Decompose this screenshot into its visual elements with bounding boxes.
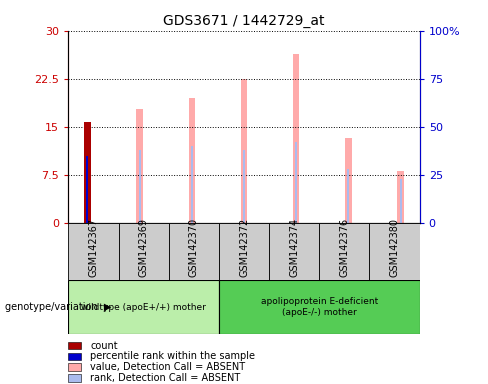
Bar	[295, 142, 297, 223]
Bar	[68, 223, 119, 280]
Text: value, Detection Call = ABSENT: value, Detection Call = ABSENT	[90, 362, 245, 372]
Bar	[169, 223, 219, 280]
Text: GSM142376: GSM142376	[339, 218, 349, 277]
Bar	[243, 150, 245, 223]
Bar	[369, 223, 420, 280]
Bar	[397, 171, 404, 223]
Text: GSM142367: GSM142367	[88, 218, 99, 277]
Text: apolipoprotein E-deficient
(apoE-/-) mother: apolipoprotein E-deficient (apoE-/-) mot…	[261, 298, 378, 317]
Bar	[191, 146, 193, 223]
Bar	[84, 122, 91, 223]
Bar	[189, 98, 195, 223]
Title: GDS3671 / 1442729_at: GDS3671 / 1442729_at	[163, 14, 325, 28]
Text: GSM142369: GSM142369	[139, 218, 149, 277]
Text: GSM142374: GSM142374	[289, 218, 299, 277]
Bar	[68, 280, 219, 334]
Text: GSM142372: GSM142372	[239, 218, 249, 277]
Text: genotype/variation  ▶: genotype/variation ▶	[5, 302, 111, 312]
Bar	[269, 223, 319, 280]
Text: wildtype (apoE+/+) mother: wildtype (apoE+/+) mother	[81, 303, 206, 312]
Text: GSM142370: GSM142370	[189, 218, 199, 277]
Bar	[400, 179, 402, 223]
Bar	[345, 138, 351, 223]
Bar	[137, 109, 143, 223]
Bar	[319, 223, 369, 280]
Text: count: count	[90, 341, 118, 351]
Bar	[139, 150, 141, 223]
Text: percentile rank within the sample: percentile rank within the sample	[90, 351, 255, 361]
Bar	[119, 223, 169, 280]
Bar	[293, 54, 299, 223]
Bar	[219, 223, 269, 280]
Bar	[86, 156, 88, 223]
Bar	[347, 169, 349, 223]
Bar	[241, 79, 247, 223]
Text: rank, Detection Call = ABSENT: rank, Detection Call = ABSENT	[90, 373, 241, 383]
Text: GSM142380: GSM142380	[389, 218, 400, 277]
Bar	[219, 280, 420, 334]
